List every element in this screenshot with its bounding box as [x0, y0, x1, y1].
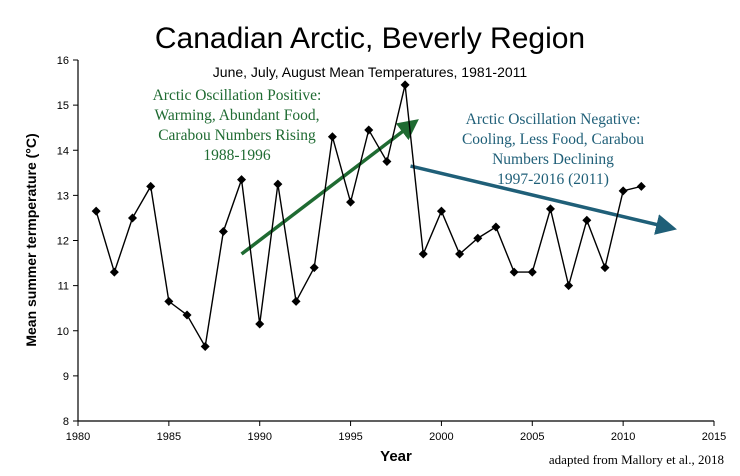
data-point [436, 206, 446, 216]
data-point [545, 204, 555, 214]
annotation-positive-line: Warming, Abundant Food, [154, 107, 320, 124]
x-tick-label: 2015 [702, 431, 726, 443]
y-tick-label: 10 [57, 326, 69, 338]
annotation-negative-line: Cooling, Less Food, Carabou [461, 131, 645, 148]
data-point [473, 233, 483, 243]
x-tick-label: 2005 [520, 431, 544, 443]
trend-arrow-negative [410, 164, 677, 235]
x-tick-label: 1990 [247, 431, 271, 443]
data-point [309, 263, 319, 273]
y-tick-label: 12 [57, 236, 69, 248]
y-tick-label: 11 [58, 281, 69, 293]
data-point [164, 296, 174, 306]
annotation-positive-line: Carabou Numbers Rising [158, 127, 316, 144]
annotation-positive: Arctic Oscillation Positive: Warming, Ab… [122, 86, 352, 166]
data-point [564, 281, 574, 291]
data-point [491, 222, 501, 232]
annotation-negative: Arctic Oscillation Negative: Cooling, Le… [418, 110, 688, 190]
x-tick-label: 2010 [611, 431, 635, 443]
data-point [273, 179, 283, 189]
x-tick-label: 1995 [338, 431, 362, 443]
data-point [109, 267, 119, 277]
data-point [509, 267, 519, 277]
y-tick-label: 16 [57, 55, 69, 67]
data-point [364, 125, 374, 135]
data-point [382, 157, 392, 167]
y-tick-label: 8 [63, 416, 69, 428]
data-point [582, 215, 592, 225]
data-point [200, 342, 210, 352]
y-tick-label: 13 [57, 190, 69, 202]
x-tick-label: 1980 [66, 431, 90, 443]
annotation-positive-line: 1988-1996 [203, 147, 271, 164]
data-point [527, 267, 537, 277]
x-tick-label: 2000 [429, 431, 453, 443]
data-point [600, 263, 610, 273]
source-credit: adapted from Mallory et al., 2018 [548, 452, 724, 467]
data-point [146, 181, 156, 191]
data-point [128, 213, 138, 223]
annotation-negative-line: 1997-2016 (2011) [497, 171, 609, 188]
data-point [255, 319, 265, 329]
data-point [218, 226, 228, 236]
data-point [400, 80, 410, 90]
data-point [182, 310, 192, 320]
data-point [418, 249, 428, 259]
data-point [91, 206, 101, 216]
y-axis-label: Mean summer termperature (°C) [23, 133, 39, 346]
annotation-positive-line: Arctic Oscillation Positive: [152, 87, 322, 104]
data-point [327, 132, 337, 142]
y-tick-label: 9 [63, 371, 69, 383]
data-point [237, 175, 247, 185]
chart-subtitle: June, July, August Mean Temperatures, 19… [212, 64, 528, 80]
x-tick-label: 1985 [157, 431, 181, 443]
data-point [618, 186, 628, 196]
y-tick-label: 15 [57, 100, 69, 112]
data-point [291, 296, 301, 306]
trend-arrow-positive [240, 119, 419, 256]
y-tick-label: 14 [57, 145, 69, 157]
annotation-negative-line: Numbers Declining [492, 151, 614, 168]
annotation-negative-line: Arctic Oscillation Negative: [465, 111, 641, 128]
chart-title: Canadian Arctic, Beverly Region [154, 22, 586, 55]
data-point [455, 249, 465, 259]
data-point [636, 181, 646, 191]
data-point [346, 197, 356, 207]
x-axis-label: Year [380, 448, 412, 465]
